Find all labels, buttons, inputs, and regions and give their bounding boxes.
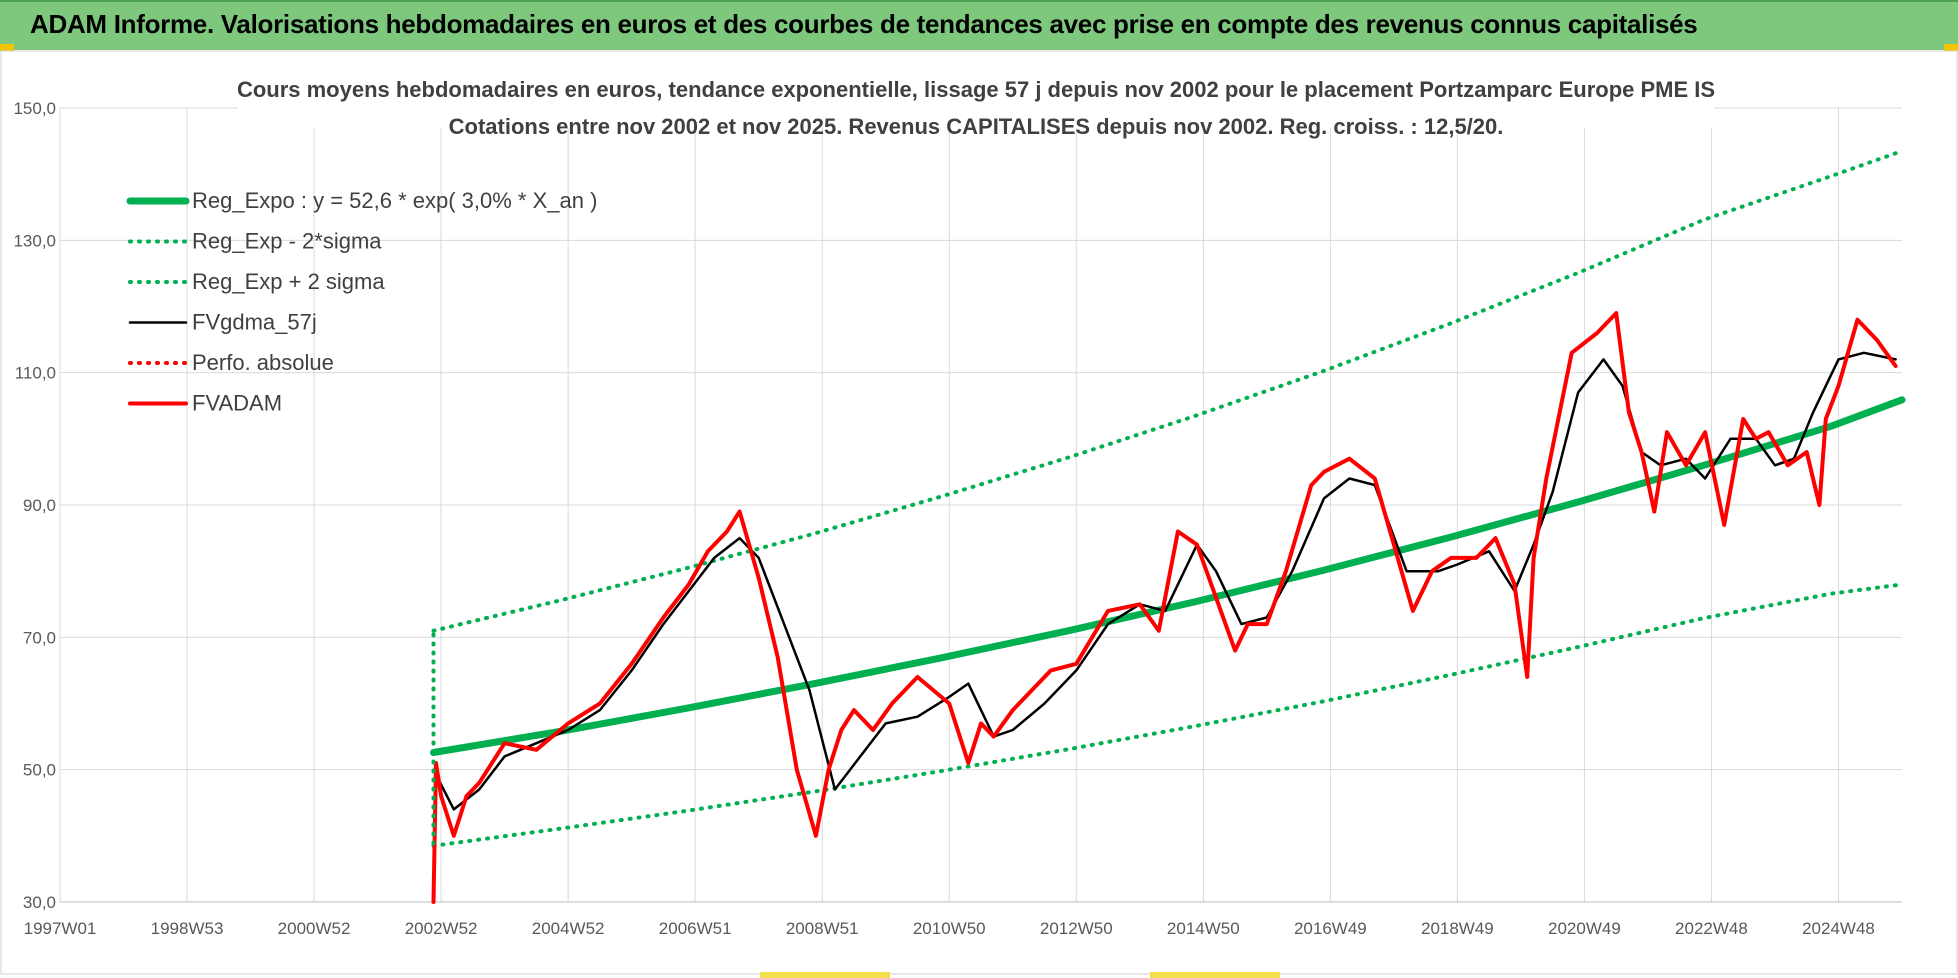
- x-tick-label: 2022W48: [1675, 919, 1748, 938]
- y-tick-label: 90,0: [23, 496, 56, 515]
- title-background: [238, 66, 1714, 128]
- y-tick-label: 150,0: [13, 99, 56, 118]
- x-tick-label: 2024W48: [1802, 919, 1875, 938]
- y-tick-label: 70,0: [23, 628, 56, 647]
- x-tick-label: 1997W01: [24, 919, 97, 938]
- x-tick-label: 2014W50: [1167, 919, 1240, 938]
- x-tick-label: 2008W51: [786, 919, 859, 938]
- y-tick-label: 110,0: [15, 364, 56, 383]
- chart-frame: [0, 50, 1958, 975]
- series-line-5: [431, 311, 1898, 904]
- x-tick-label: 2016W49: [1294, 919, 1367, 938]
- y-tick-label: 50,0: [23, 761, 56, 780]
- y-tick-label: 130,0: [13, 231, 56, 250]
- legend: Reg_Expo : y = 52,6 * exp( 3,0% * X_an )…: [126, 188, 597, 416]
- legend-label: Perfo. absolue: [192, 350, 334, 375]
- chart-title-line-1: Cours moyens hebdomadaires en euros, ten…: [237, 77, 1715, 102]
- header-banner: ADAM Informe. Valorisations hebdomadaire…: [0, 0, 1958, 50]
- x-tick-label: 2004W52: [532, 919, 605, 938]
- corner-marker-left: [0, 44, 14, 51]
- page-title: ADAM Informe. Valorisations hebdomadaire…: [30, 9, 1698, 39]
- x-tick-label: 2020W49: [1548, 919, 1621, 938]
- bottom-accent-1: [760, 972, 890, 978]
- x-tick-label: 2010W50: [913, 919, 986, 938]
- y-tick-label: 30,0: [23, 893, 56, 912]
- legend-label: Reg_Exp - 2*sigma: [192, 229, 382, 254]
- series-line-0: [430, 396, 1906, 756]
- chart-title-line-2: Cotations entre nov 2002 et nov 2025. Re…: [449, 114, 1504, 139]
- x-axis-ticks: 1997W01 1998W53 2000W52 2002W52 2004W52 2006W…: [24, 919, 1875, 938]
- legend-label: FVgdma_57j: [192, 310, 317, 335]
- legend-label: FVADAM: [192, 391, 282, 416]
- x-tick-label: 2000W52: [278, 919, 351, 938]
- legend-label: Reg_Exp + 2 sigma: [192, 269, 385, 294]
- x-tick-label: 1998W53: [151, 919, 224, 938]
- legend-label: Reg_Expo : y = 52,6 * exp( 3,0% * X_an ): [192, 188, 597, 213]
- series-lines: [430, 149, 1906, 904]
- series-line-3: [432, 351, 1897, 811]
- corner-marker-right: [1944, 44, 1958, 51]
- x-tick-label: 2012W50: [1040, 919, 1113, 938]
- x-tick-label: 2006W51: [659, 919, 732, 938]
- x-tick-label: 2002W52: [405, 919, 478, 938]
- x-tick-label: 2018W49: [1421, 919, 1494, 938]
- bottom-accent-2: [1150, 972, 1280, 978]
- series-line-2: [431, 149, 1904, 633]
- y-axis-ticks: 30,0 50,0 70,0 90,0 110,0 130,0 150,0: [13, 99, 56, 912]
